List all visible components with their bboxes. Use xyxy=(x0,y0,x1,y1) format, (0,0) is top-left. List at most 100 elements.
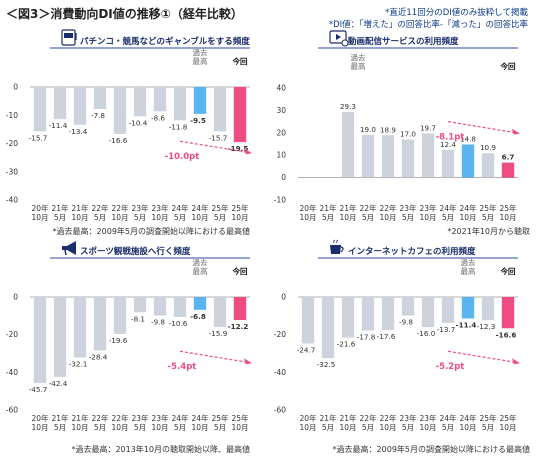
x-tick-label: 5月 xyxy=(214,213,226,222)
x-tick-label: 5月 xyxy=(442,213,454,222)
past-high-label: 最高 xyxy=(351,61,366,71)
data-label: -8.6 xyxy=(151,113,165,122)
data-label: -42.4 xyxy=(49,379,68,388)
bar xyxy=(233,297,247,320)
footnote-sports: *過去最高：2013年10月の聴取開始以降、最高値 xyxy=(71,445,250,454)
x-tick-label: 5月 xyxy=(402,423,414,432)
bar xyxy=(341,111,355,178)
bar xyxy=(93,87,107,110)
play-triangle xyxy=(336,34,341,40)
y-tick-label: 40 xyxy=(276,84,286,93)
y-tick-label: -40 xyxy=(6,196,18,205)
y-tick-label: -10 xyxy=(6,111,18,120)
x-tick-label: 5月 xyxy=(54,213,66,222)
bar xyxy=(341,297,355,338)
x-tick-label: 5月 xyxy=(442,423,454,432)
x-tick-label: 10月 xyxy=(111,423,128,432)
figure-title: ＜図3＞消費動向DI値の推移①（経年比較） xyxy=(6,7,243,21)
data-label: -16.6 xyxy=(109,136,128,145)
bar xyxy=(153,297,167,316)
x-tick-label: 25年 xyxy=(499,203,517,213)
past-high-label: 最高 xyxy=(193,56,208,66)
panel-sports: スポーツ観戦施設へ行く頻度 0 -20 -40 -60 -45.7 -42.4 -32.1 -2… xyxy=(0,240,255,460)
x-tick-label: 21年 xyxy=(71,413,89,423)
x-tick-label: 21年 xyxy=(51,203,69,213)
data-label: -13.7 xyxy=(437,325,456,334)
y-tick-label: 0 xyxy=(281,173,286,182)
hand-dot xyxy=(341,39,349,47)
past-high-label: 過去 xyxy=(461,257,476,267)
x-tick-label: 10月 xyxy=(299,423,316,432)
data-label: 6.7 xyxy=(502,153,515,162)
past-high-label: 過去 xyxy=(193,47,208,57)
bar xyxy=(73,297,87,358)
data-label: -19.5 xyxy=(228,144,249,153)
bar xyxy=(113,87,127,134)
x-tick-label: 10月 xyxy=(339,423,356,432)
bar xyxy=(33,87,47,132)
panel-title-text: スポーツ観戦施設へ行く頻度 xyxy=(80,246,191,257)
x-tick-label: 5月 xyxy=(94,213,106,222)
megaphone-body xyxy=(62,241,76,255)
x-tick-label: 23年 xyxy=(151,413,169,423)
x-tick-label: 24年 xyxy=(439,413,457,423)
data-label: -10.6 xyxy=(169,319,188,328)
x-tick-label: 25年 xyxy=(231,413,249,423)
x-tick-label: 24年 xyxy=(459,413,477,423)
panel-title: 動画配信サービスの利用頻度 xyxy=(318,30,518,49)
x-tick-label: 10月 xyxy=(379,423,396,432)
x-tick-label: 22年 xyxy=(111,203,129,213)
bar xyxy=(321,297,335,359)
bar xyxy=(233,87,247,143)
bar xyxy=(421,297,435,328)
x-tick-label: 10月 xyxy=(419,213,436,222)
change-label: -5.2pt xyxy=(436,362,465,372)
x-tick-label: 5月 xyxy=(362,423,374,432)
bar xyxy=(153,87,167,112)
x-tick-label: 24年 xyxy=(191,203,209,213)
x-tick-label: 23年 xyxy=(131,413,149,423)
change-arrow xyxy=(447,121,516,134)
change-arrowhead xyxy=(512,358,520,365)
data-label: -16.6 xyxy=(496,330,517,339)
change-label: -8.1pt xyxy=(436,133,465,143)
x-tick-label: 24年 xyxy=(459,203,477,213)
x-tick-label: 10月 xyxy=(191,423,208,432)
x-tick-label: 10月 xyxy=(379,213,396,222)
bar xyxy=(53,297,67,377)
x-tick-label: 5月 xyxy=(482,213,494,222)
data-label: -15.7 xyxy=(209,133,228,142)
y-tick-label: -20 xyxy=(6,139,18,148)
y-tick-label: -10 xyxy=(274,196,286,205)
bar xyxy=(53,87,67,120)
y-tick-label: 10 xyxy=(276,151,286,160)
bar xyxy=(133,87,147,117)
data-label: -13.4 xyxy=(69,127,88,136)
footnote-video-streaming: *2021年10月から聴取 xyxy=(447,227,530,236)
current-label: 今回 xyxy=(232,56,248,66)
chart-gambling: パチンコ・競馬などのギャンブルをする頻度0-10-20-30-40-15.7-1… xyxy=(6,29,252,222)
x-tick-label: 21年 xyxy=(339,203,357,213)
past-high-label: 最高 xyxy=(461,266,476,276)
panel-internet-cafe: インターネットカフェの利用頻度 0 -20 -40 -60 -24.7 -32.5 -21.6… xyxy=(268,239,523,460)
x-tick-label: 5月 xyxy=(322,213,334,222)
x-tick-label: 22年 xyxy=(359,203,377,213)
change-arrowhead xyxy=(244,148,252,155)
slot-window xyxy=(64,33,73,38)
data-label: -32.1 xyxy=(69,359,88,368)
x-tick-label: 23年 xyxy=(419,413,437,423)
past-high-label: 過去 xyxy=(351,52,366,62)
bar xyxy=(481,297,495,321)
data-label: -9.8 xyxy=(399,317,413,326)
x-tick-label: 10月 xyxy=(151,423,168,432)
change-arrow xyxy=(179,140,248,153)
x-tick-label: 23年 xyxy=(131,203,149,213)
chart-video-streaming: 動画配信サービスの利用頻度 40 30 20 10 0 -10 29.3 19.0 18.9 17.… xyxy=(274,30,520,222)
x-tick-label: 10月 xyxy=(31,213,48,222)
change-arrow xyxy=(179,350,248,363)
x-tick-label: 25年 xyxy=(499,413,517,423)
x-tick-label: 20年 xyxy=(299,203,317,213)
data-label: -24.7 xyxy=(297,346,316,355)
data-label: 19.0 xyxy=(360,125,376,134)
y-tick-label: -60 xyxy=(6,406,18,415)
